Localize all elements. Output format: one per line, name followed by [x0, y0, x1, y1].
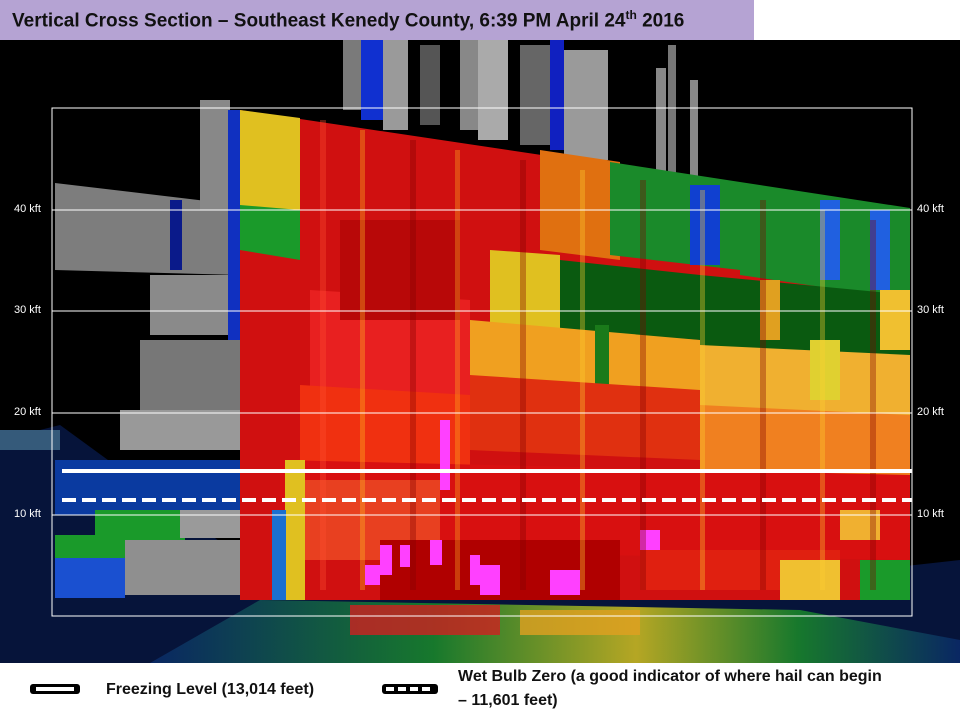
left-tick-40kft: 40 kft [14, 203, 41, 215]
left-tick-30kft: 30 kft [14, 304, 41, 316]
left-tick-10kft: 10 kft [14, 508, 41, 520]
storm-core-reflectivity [228, 110, 910, 600]
title-year: 2016 [636, 10, 685, 32]
title-bar: Vertical Cross Section – Southeast Kened… [0, 0, 754, 40]
radar-cross-section-drawing [0, 40, 960, 663]
title-ordinal-suffix: th [625, 8, 637, 22]
radar-cross-section-image: 40 kft 30 kft 20 kft 10 kft 40 kft 30 kf… [0, 40, 960, 663]
wet-bulb-zero-label-line2: – 11,601 feet) [458, 692, 558, 709]
right-tick-40kft: 40 kft [917, 203, 944, 215]
freezing-level-label: Freezing Level (13,014 feet) [106, 681, 315, 698]
cross-section-frame [51, 107, 913, 617]
wet-bulb-zero-label-line1: Wet Bulb Zero (a good indicator of where… [458, 668, 882, 685]
upper-gray-echoes [343, 40, 698, 200]
title-main: Vertical Cross Section – Southeast Kened… [12, 10, 626, 32]
ground-reflectivity [0, 425, 960, 663]
altitude-gridlines [52, 209, 912, 516]
right-tick-30kft: 30 kft [917, 304, 944, 316]
left-tick-20kft: 20 kft [14, 406, 41, 418]
reflectivity-streaks [320, 120, 876, 590]
page-title: Vertical Cross Section – Southeast Kened… [12, 8, 684, 32]
right-tick-10kft: 10 kft [917, 508, 944, 520]
right-tick-20kft: 20 kft [917, 406, 944, 418]
legend: Freezing Level (13,014 feet) Wet Bulb Ze… [0, 663, 960, 720]
legend-swatches [30, 684, 438, 694]
